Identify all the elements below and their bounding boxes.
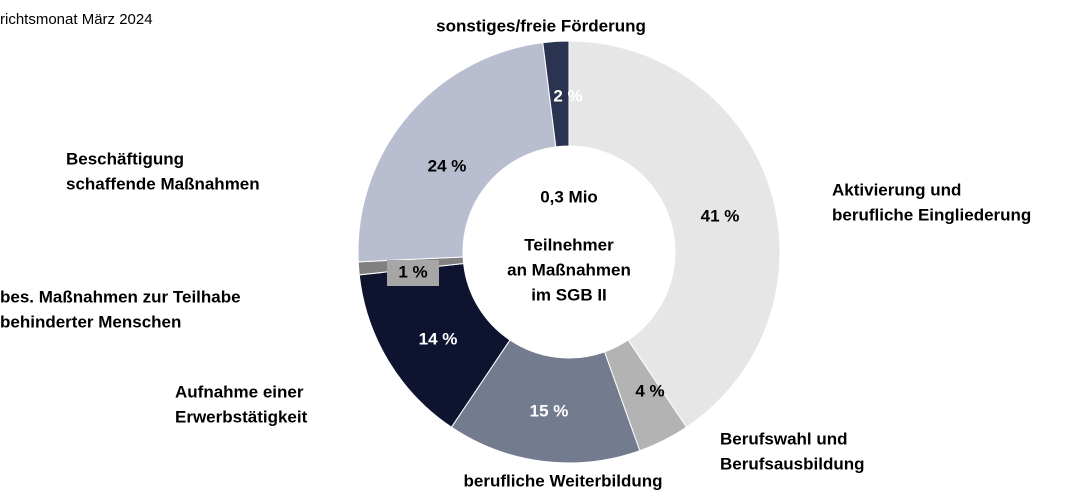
value-label-box — [387, 260, 439, 286]
donut-segment — [357, 42, 557, 263]
category-label: Berufsausbildung — [720, 454, 865, 473]
donut-segment — [568, 40, 781, 428]
value-label: 1 % — [398, 262, 427, 281]
category-label: Erwerbstätigkeit — [175, 407, 308, 426]
category-label: Berufswahl und — [720, 429, 848, 448]
donut-segment — [450, 339, 641, 464]
category-label: berufliche Eingliederung — [832, 205, 1031, 224]
value-label: 15 % — [530, 401, 569, 420]
category-label: sonstiges/freie Förderung — [436, 16, 646, 35]
center-label: im SGB II — [531, 285, 607, 304]
category-label: Aktivierung und — [832, 180, 961, 199]
donut-segment — [542, 40, 570, 148]
value-label: 41 % — [701, 206, 740, 225]
value-label: 14 % — [419, 329, 458, 348]
category-label: berufliche Weiterbildung — [464, 471, 663, 490]
category-label: Beschäftigung — [66, 149, 184, 168]
value-label: 2 % — [553, 86, 582, 105]
center-label: 0,3 Mio — [540, 187, 598, 206]
category-label: Aufnahme einer — [175, 382, 304, 401]
donut-segment — [358, 262, 511, 428]
value-label: 24 % — [428, 156, 467, 175]
category-label: behinderter Menschen — [0, 312, 181, 331]
center-label: an Maßnahmen — [507, 260, 631, 279]
value-label: 4 % — [635, 381, 664, 400]
center-label: Teilnehmer — [524, 235, 614, 254]
subtitle: richtsmonat März 2024 — [0, 11, 153, 28]
category-label: bes. Maßnahmen zur Teilhabe — [0, 287, 241, 306]
category-label: schaffende Maßnahmen — [66, 174, 260, 193]
